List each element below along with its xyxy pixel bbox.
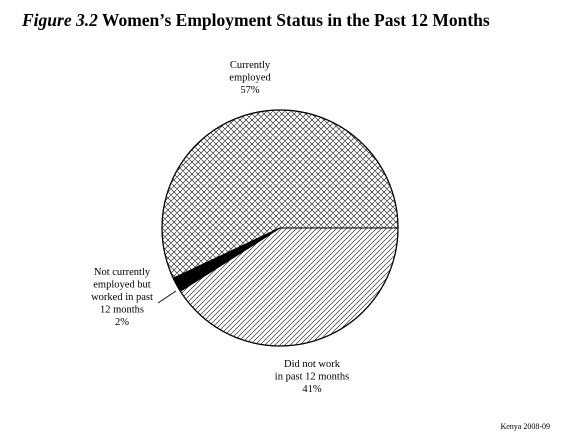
figure-title-text: Women’s Employment Status in the Past 12…: [101, 10, 490, 30]
figure-number: Figure 3.2: [22, 10, 98, 30]
chart-title: Figure 3.2 Women’s Employment Status in …: [22, 10, 552, 31]
pie-outline: [161, 109, 399, 347]
slice-label-1: Not currently employed but worked in past 1…: [91, 267, 153, 328]
source-note: Kenya 2008-09: [500, 422, 550, 431]
slice-label-2: Did not work in past 12 months 41%: [275, 359, 349, 395]
leader-line-1: [157, 290, 177, 304]
slice-label-0: Currently employed 57%: [229, 60, 271, 96]
